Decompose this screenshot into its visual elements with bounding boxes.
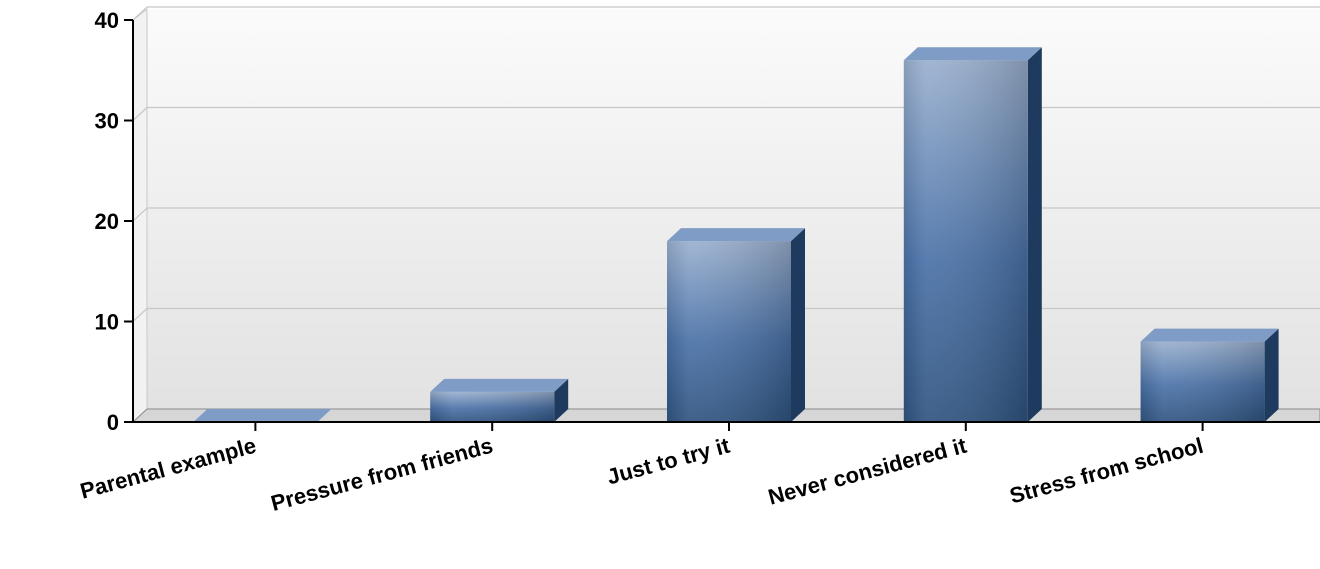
bar-4 bbox=[903, 47, 1042, 422]
y-tick-label: 30 bbox=[95, 109, 119, 134]
bar-1 bbox=[193, 409, 332, 422]
bar-top bbox=[193, 409, 332, 422]
bar-5 bbox=[1140, 328, 1279, 422]
bar-top bbox=[1140, 328, 1279, 342]
x-category-label: Just to try it bbox=[604, 433, 733, 490]
gridline bbox=[132, 6, 1320, 21]
bar-shade bbox=[903, 60, 1028, 422]
bar-2 bbox=[430, 378, 569, 422]
x-category-label: Pressure from friends bbox=[268, 433, 495, 516]
x-category-label: Parental example bbox=[77, 433, 258, 504]
bar-top bbox=[667, 228, 805, 242]
bar-shade bbox=[1140, 341, 1265, 422]
plot-side-wall bbox=[132, 7, 148, 424]
bar-side bbox=[554, 378, 569, 422]
bar-side bbox=[1264, 328, 1279, 422]
x-category-label: Stress from school bbox=[1007, 433, 1206, 509]
y-tick-label: 20 bbox=[95, 209, 119, 234]
bar-3 bbox=[667, 228, 805, 422]
bar-shade bbox=[430, 391, 555, 422]
y-tick-label: 0 bbox=[107, 410, 119, 435]
y-tick-label: 10 bbox=[95, 310, 119, 335]
bar-side bbox=[1027, 47, 1042, 422]
bar-top bbox=[903, 47, 1042, 61]
bar-top bbox=[430, 378, 569, 392]
x-category-label: Never considered it bbox=[765, 433, 969, 510]
bar-shade bbox=[667, 241, 791, 422]
y-tick-label: 40 bbox=[95, 8, 119, 33]
bar-side bbox=[791, 228, 805, 422]
